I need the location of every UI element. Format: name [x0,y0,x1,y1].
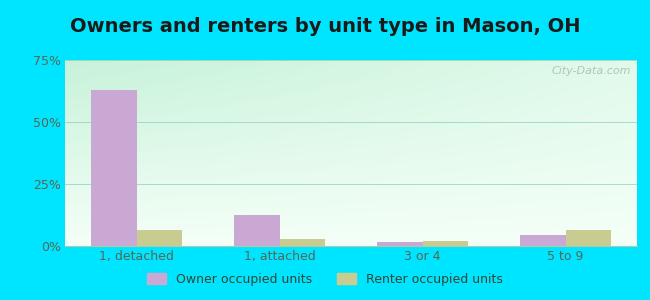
Text: Owners and renters by unit type in Mason, OH: Owners and renters by unit type in Mason… [70,17,580,37]
Bar [377,242,423,246]
Text: City-Data.com: City-Data.com [552,66,631,76]
Bar [422,241,468,246]
Bar [520,235,566,246]
Bar [566,230,611,246]
Bar [136,230,182,246]
Bar [234,215,280,246]
Legend: Owner occupied units, Renter occupied units: Owner occupied units, Renter occupied un… [142,268,508,291]
Bar [91,90,136,246]
Bar [280,238,325,246]
